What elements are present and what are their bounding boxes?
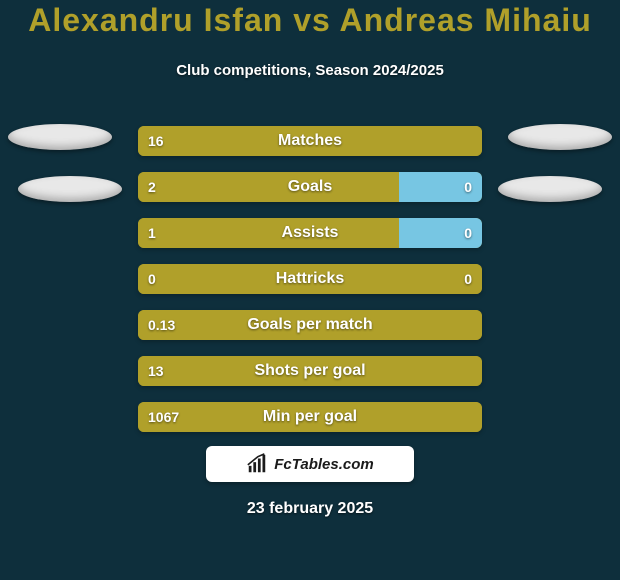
stat-value-right: 0 [464, 264, 472, 294]
stat-value-left: 1067 [148, 402, 179, 432]
stat-value-right: 0 [464, 218, 472, 248]
stat-value-left: 13 [148, 356, 164, 386]
stat-value-wrap: 00 [138, 258, 482, 300]
stat-value-left: 16 [148, 126, 164, 156]
player-avatar-placeholder [8, 124, 112, 150]
stat-value-wrap: 20 [138, 166, 482, 208]
player-avatar-placeholder [508, 124, 612, 150]
player-avatar-placeholder [498, 176, 602, 202]
stat-value-wrap: 1067 [138, 396, 482, 438]
source-badge: FcTables.com [206, 446, 414, 482]
stat-value-right: 0 [464, 172, 472, 202]
stat-rows: Matches16Goals20Assists10Hattricks00Goal… [0, 120, 620, 442]
stat-value-wrap: 10 [138, 212, 482, 254]
stat-value-left: 0.13 [148, 310, 175, 340]
chart-icon [246, 453, 268, 475]
comparison-infographic: Alexandru Isfan vs Andreas Mihaiu Club c… [0, 0, 620, 580]
stat-value-left: 2 [148, 172, 156, 202]
stat-row: Goals per match0.13 [0, 304, 620, 350]
player-avatar-placeholder [18, 176, 122, 202]
stat-value-wrap: 13 [138, 350, 482, 392]
stat-row: Hattricks00 [0, 258, 620, 304]
stat-row: Min per goal1067 [0, 396, 620, 442]
stat-value-wrap: 16 [138, 120, 482, 162]
stat-value-left: 1 [148, 218, 156, 248]
page-subtitle: Club competitions, Season 2024/2025 [0, 62, 620, 79]
stat-value-wrap: 0.13 [138, 304, 482, 346]
stat-row: Assists10 [0, 212, 620, 258]
page-title: Alexandru Isfan vs Andreas Mihaiu [0, 2, 620, 39]
stat-value-left: 0 [148, 264, 156, 294]
infographic-date: 23 february 2025 [0, 500, 620, 518]
stat-row: Shots per goal13 [0, 350, 620, 396]
source-badge-text: FcTables.com [274, 456, 373, 473]
